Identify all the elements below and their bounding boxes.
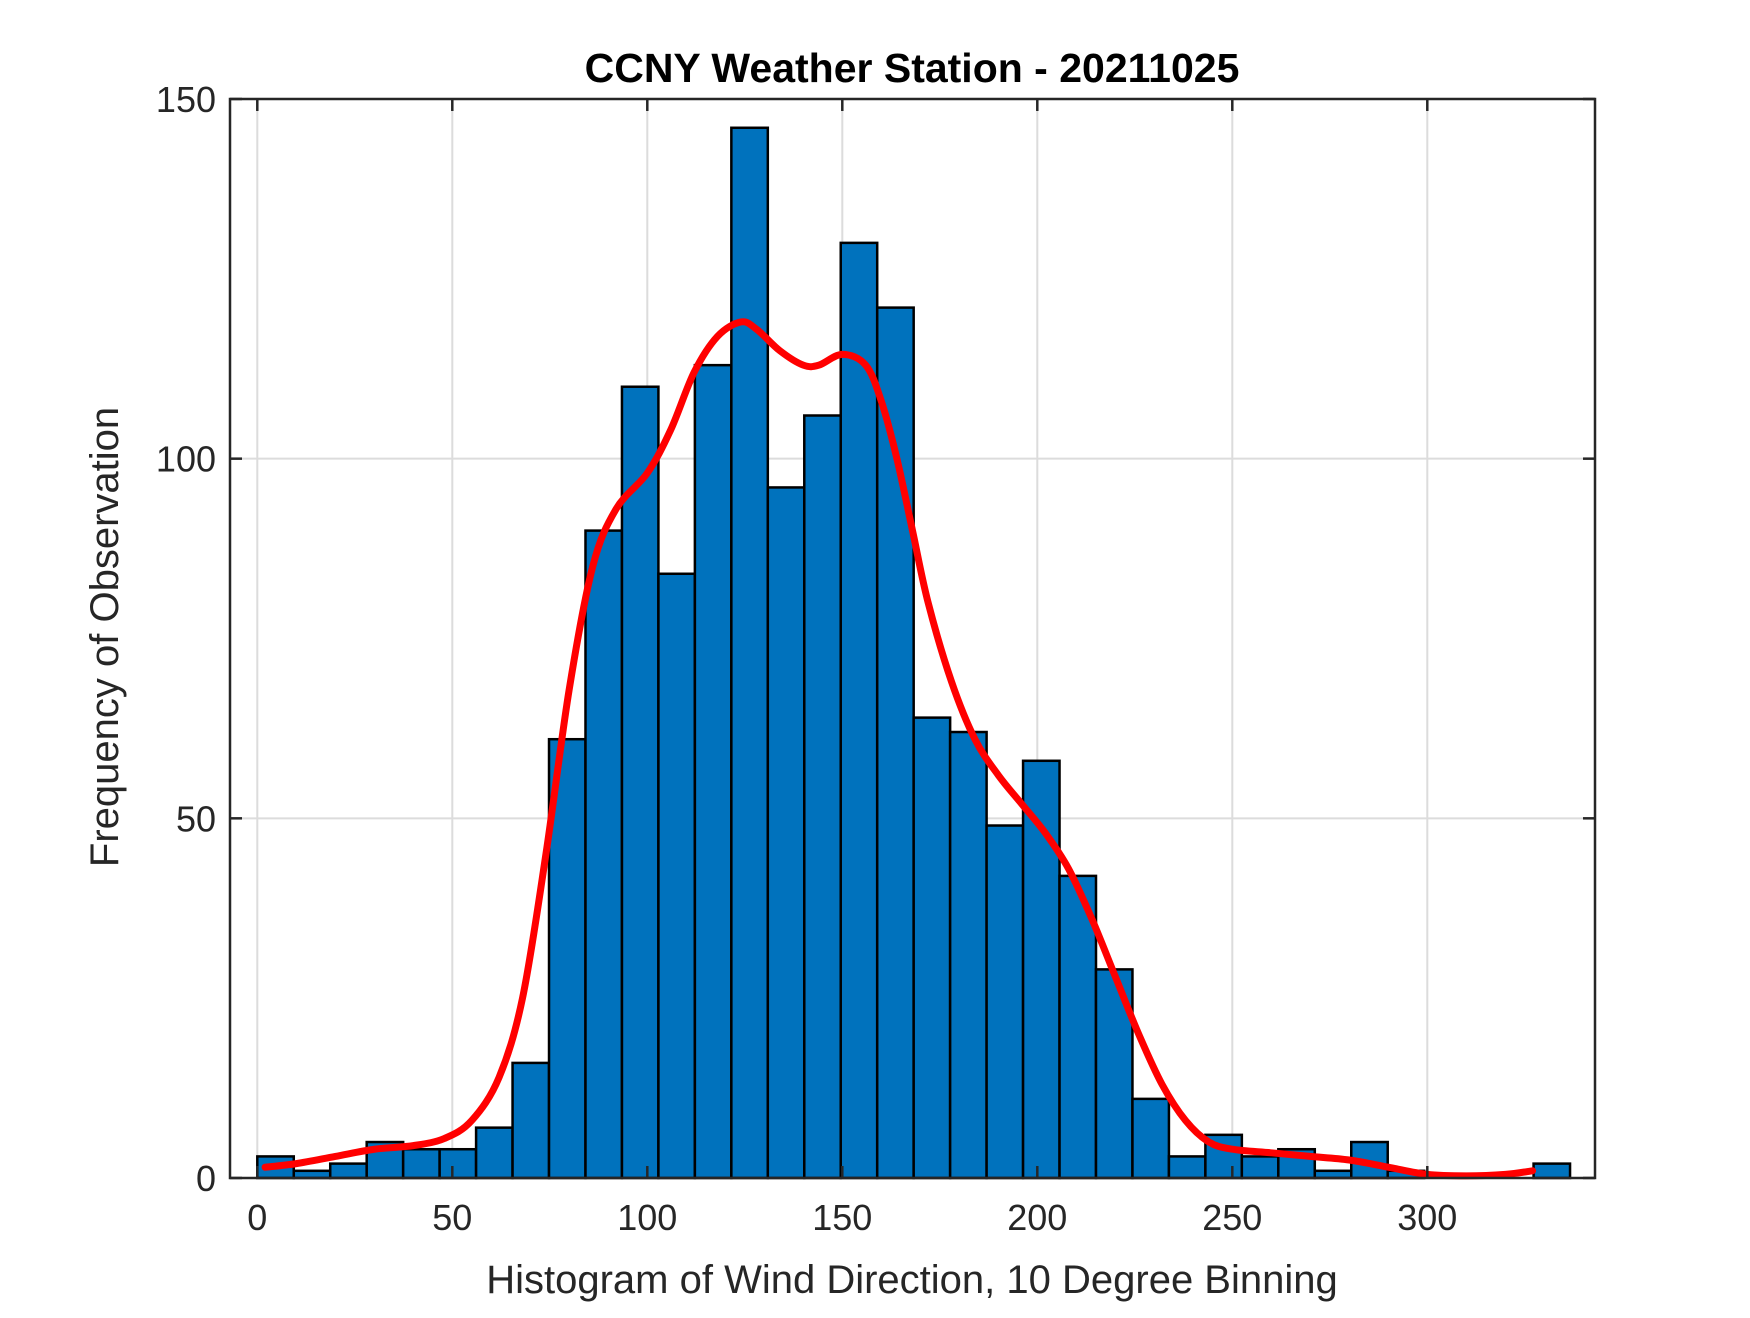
- x-tick-label: 0: [247, 1197, 267, 1238]
- histogram-bar: [474, 1126, 514, 1180]
- histogram-bar: [766, 486, 806, 1180]
- x-tick-label: 150: [812, 1197, 872, 1238]
- histogram-bar: [1240, 1155, 1280, 1180]
- y-tick-label: 100: [156, 439, 216, 480]
- histogram-bar: [730, 126, 770, 1180]
- labels-layer: CCNY Weather Station - 20211025 Histogra…: [83, 45, 1338, 1302]
- histogram-bar: [511, 1061, 551, 1180]
- x-tick-label: 200: [1007, 1197, 1067, 1238]
- histogram-bar: [438, 1147, 478, 1180]
- histogram-bar: [803, 414, 842, 1180]
- histogram-bar: [584, 529, 624, 1180]
- plot-frame: [228, 97, 1597, 1180]
- axes-layer: 0 50 100 150 200 250 300 0 50 100 150: [156, 79, 1597, 1238]
- histogram-bar: [693, 363, 733, 1180]
- histogram-bar: [1532, 1162, 1572, 1180]
- y-tick-label: 50: [176, 798, 216, 839]
- histogram-bar: [912, 716, 952, 1180]
- histogram-bar: [948, 730, 988, 1180]
- histogram-bar: [1167, 1155, 1207, 1180]
- histogram-bar: [985, 824, 1025, 1180]
- y-tick-label: 150: [156, 79, 216, 120]
- histogram-bar: [1131, 1097, 1171, 1180]
- x-tick-label: 50: [432, 1197, 472, 1238]
- x-tick-label: 300: [1397, 1197, 1457, 1238]
- histogram-bar: [839, 241, 879, 1180]
- y-axis-label: Frequency of Observation: [83, 407, 127, 867]
- density-curve: [261, 318, 1537, 1180]
- histogram-bar: [328, 1162, 368, 1180]
- histogram-bar: [401, 1147, 441, 1180]
- x-axis-label: Histogram of Wind Direction, 10 Degree B…: [486, 1258, 1338, 1302]
- histogram-bar: [657, 572, 697, 1180]
- histogram-bar: [620, 385, 660, 1180]
- y-tick-label: 0: [196, 1158, 216, 1199]
- x-tick-label: 250: [1202, 1197, 1262, 1238]
- chart-title: CCNY Weather Station - 20211025: [585, 45, 1240, 91]
- histogram-bar: [875, 306, 915, 1180]
- x-tick-label: 100: [617, 1197, 677, 1238]
- curve-layer: [261, 318, 1537, 1180]
